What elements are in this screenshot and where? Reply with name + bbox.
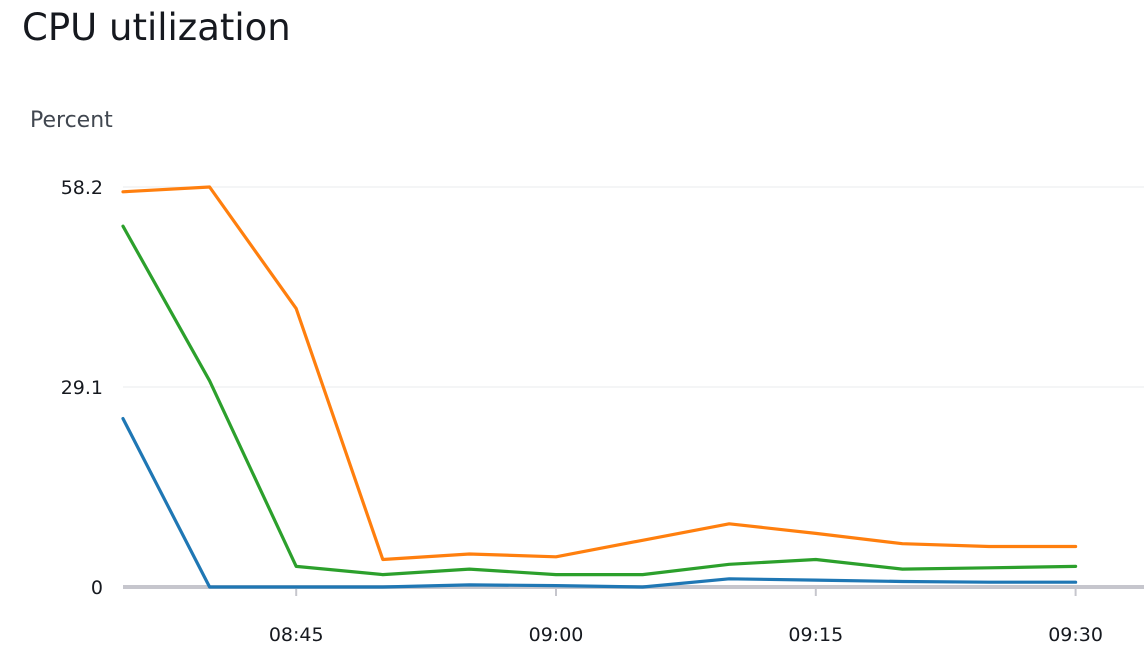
y-axis-label: Percent	[30, 108, 113, 133]
series-line-3[interactable]	[121, 417, 1078, 589]
series-layer	[121, 185, 1078, 589]
x-tick-labels: 08:45 09:00 09:15 09:30	[269, 624, 1103, 646]
chart-title: CPU utilization	[22, 6, 291, 49]
y-tick-label: 0	[91, 577, 103, 599]
series-line-1[interactable]	[121, 185, 1078, 562]
y-tick-label: 58.2	[61, 177, 103, 199]
y-tick-labels: 0 29.1 58.2	[61, 177, 103, 599]
grid-layer	[123, 186, 1144, 596]
x-tick-label: 09:00	[529, 624, 584, 646]
x-tick-label: 08:45	[269, 624, 324, 646]
x-tick-label: 09:30	[1048, 624, 1103, 646]
series-line-2[interactable]	[121, 224, 1078, 577]
y-tick-label: 29.1	[61, 377, 103, 399]
x-tick-label: 09:15	[788, 624, 843, 646]
